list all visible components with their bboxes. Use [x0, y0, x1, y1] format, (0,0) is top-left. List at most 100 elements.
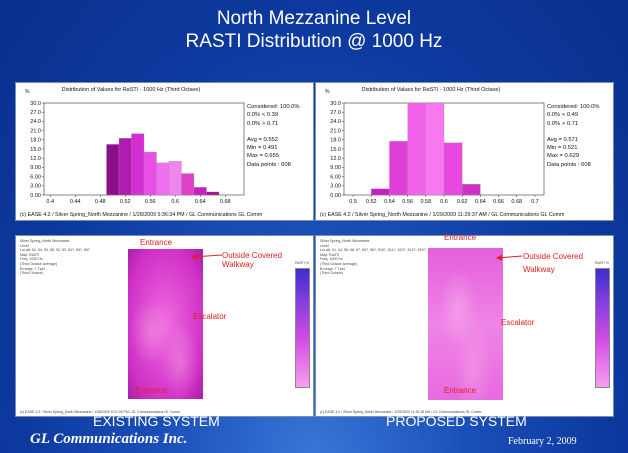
stat-datapoints: Data points : 608 — [547, 161, 591, 168]
entrance-bottom-label: Entrance — [444, 386, 477, 395]
x-tick-label: 0.52 — [366, 199, 377, 205]
x-tick-label: 0.5 — [349, 199, 357, 205]
x-tick-label: 0.56 — [402, 199, 413, 205]
walkway-label: Outside Covered Walkway — [222, 251, 283, 269]
chart-footer: (c) EASE 4.2 / Silver Spring_North Mezza… — [20, 212, 263, 218]
walkway-label: Outside Covered Walkway — [523, 252, 584, 274]
y-tick-label: 3.00 — [30, 184, 41, 190]
map-meta: Silver Spring_North Mezzanine Level Lm,at… — [320, 239, 466, 276]
stat-considered: Considered: 100.0% — [547, 104, 600, 110]
histogram-bar — [462, 184, 481, 196]
stat-avg: Avg = 0.552 — [247, 136, 278, 143]
stat-avg: Avg = 0.571 — [547, 136, 578, 143]
x-tick-label: 0.52 — [120, 199, 131, 205]
y-tick-label: 24.0 — [30, 119, 41, 125]
x-tick-label: 0.56 — [145, 199, 156, 205]
y-tick-label: 24.0 — [330, 119, 341, 125]
y-tick-label: 15.0 — [330, 147, 341, 153]
y-tick-label: 9.00 — [330, 165, 341, 171]
company-name: GL Communications Inc. — [30, 431, 188, 447]
x-tick-label: 0.48 — [95, 199, 106, 205]
map-meta: Silver Spring_North Mezzanine Level Lm,at… — [20, 239, 90, 276]
entrance-top-label: Entrance — [444, 233, 477, 242]
proposed-coverage-map: Silver Spring_North Mezzanine Level Lm,at… — [315, 235, 614, 417]
color-legend — [595, 268, 610, 388]
slide-subtitle: RASTI Distribution @ 1000 Hz — [185, 31, 443, 52]
stat-above: 0.0% > 0.71 — [247, 120, 279, 127]
chart-footer: (c) EASE 4.2 / Silver Spring_North Mezza… — [320, 212, 565, 218]
x-tick-label: 0.54 — [384, 199, 395, 205]
map-footer: (c) EASE 4.2 / Silver Spring_North Mezza… — [320, 410, 482, 414]
histogram-bar — [181, 173, 195, 196]
legend-title: RaSTI % — [595, 261, 610, 265]
existing-system-label: EXISTING SYSTEM — [93, 413, 220, 429]
escalator-label: Escalator — [501, 318, 535, 327]
histogram-bar — [443, 142, 463, 196]
legend-title: RaSTI % — [295, 261, 310, 265]
chart-stats: Considered: 100.0% 0.0% < 0.39 0.0% > 0.… — [247, 103, 300, 169]
x-tick-label: 0.44 — [70, 199, 81, 205]
y-tick-label: 27.0 — [330, 110, 341, 116]
existing-histogram-panel: Distribution of Values for RaSTI - 1000 … — [15, 82, 314, 221]
y-tick-label: 30.0 — [30, 101, 41, 107]
y-tick-label: 6.00 — [330, 174, 341, 180]
x-tick-label: 0.68 — [511, 199, 522, 205]
stat-min: Min = 0.491 — [247, 145, 278, 152]
escalator-label: Escalator — [193, 312, 227, 321]
chart-title: Distribution of Values for RaSTI - 1000 … — [361, 87, 501, 93]
color-legend — [295, 268, 310, 388]
x-tick-label: 0.64 — [195, 199, 206, 205]
stat-min: Min = 0.521 — [547, 145, 578, 152]
x-tick-label: 0.58 — [420, 199, 431, 205]
rasti-heatmap — [428, 248, 503, 400]
y-tick-label: 27.0 — [30, 110, 41, 116]
walkway-arrow-existing — [191, 253, 223, 260]
y-tick-label: 12.0 — [30, 156, 41, 162]
x-tick-label: 0.4 — [46, 199, 54, 205]
x-tick-label: 0.6 — [440, 199, 448, 205]
x-tick-label: 0.7 — [531, 199, 539, 205]
y-tick-label: 30.0 — [330, 101, 341, 107]
percent-axis-label: % — [25, 89, 30, 95]
y-tick-label: 6.00 — [30, 174, 41, 180]
y-tick-label: 15.0 — [30, 147, 41, 153]
proposed-system-label: PROPOSED SYSTEM — [386, 413, 527, 429]
stat-above: 0.0% > 0.71 — [547, 120, 579, 127]
stat-below: 0.0% < 0.49 — [547, 112, 579, 119]
stat-max: Max = 0.629 — [547, 153, 580, 160]
y-tick-label: 0.00 — [30, 193, 41, 199]
stat-datapoints: Data points : 608 — [247, 161, 291, 168]
slide-title: North Mezzanine Level — [216, 8, 412, 29]
entrance-bottom-label: Entrance — [135, 386, 168, 395]
chart-title: Distribution of Values for RaSTI - 1000 … — [61, 87, 201, 93]
x-tick-label: 0.6 — [171, 199, 179, 205]
y-tick-label: 12.0 — [330, 156, 341, 162]
x-tick-label: 0.62 — [457, 199, 468, 205]
stat-considered: Considered: 100.0% — [247, 104, 300, 110]
x-tick-label: 0.64 — [475, 199, 486, 205]
y-tick-label: 21.0 — [330, 128, 341, 134]
slide-date: February 2, 2009 — [508, 436, 577, 447]
chart-stats: Considered: 100.0% 0.0% < 0.49 0.0% > 0.… — [547, 103, 600, 169]
entrance-top-label: Entrance — [140, 238, 173, 247]
existing-coverage-map: Silver Spring_North Mezzanine Level Lm,at… — [15, 235, 314, 417]
stat-below: 0.0% < 0.39 — [247, 112, 279, 119]
walkway-arrow-proposed — [496, 254, 523, 261]
x-tick-label: 0.68 — [220, 199, 231, 205]
proposed-histogram-panel: Distribution of Values for RaSTI - 1000 … — [315, 82, 614, 221]
y-tick-label: 18.0 — [330, 138, 341, 144]
rasti-heatmap — [128, 249, 203, 399]
histogram-bar — [206, 191, 220, 196]
percent-axis-label: % — [325, 89, 330, 95]
y-tick-label: 18.0 — [30, 138, 41, 144]
map-footer: (c) EASE 4.2 / Silver Spring_North Mezza… — [20, 410, 181, 414]
stat-max: Max = 0.655 — [247, 153, 280, 160]
histogram-plot: 30.0 27.0 24.0 21.0 18.0 15.0 12.0 9.00 6.00 3.00… — [330, 101, 545, 205]
y-tick-label: 21.0 — [30, 128, 41, 134]
y-tick-label: 0.00 — [330, 193, 341, 199]
y-tick-label: 3.00 — [330, 184, 341, 190]
x-tick-label: 0.66 — [493, 199, 504, 205]
histogram-plot: 30.0 27.0 24.0 21.0 18.0 15.0 12.0 9.00 6.00 3.00… — [30, 101, 245, 205]
y-tick-label: 9.00 — [30, 165, 41, 171]
